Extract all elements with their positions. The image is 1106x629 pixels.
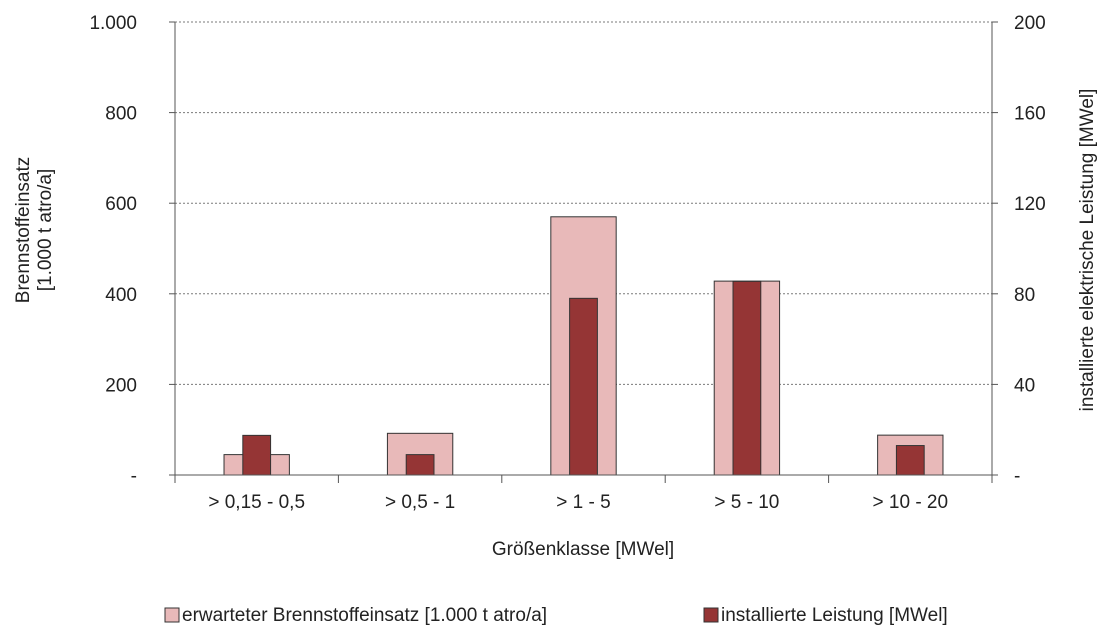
x-axis-tick-labels: > 0,15 - 0,5 > 0,5 - 1 > 1 - 5 > 5 - 10 > 10…	[208, 492, 948, 513]
gridlines	[175, 21, 992, 385]
legend: erwarteter Brennstoffeinsatz [1.000 t at…	[164, 605, 948, 626]
y2-axis-title: installierte elektrische Leistung [MWel]	[1077, 89, 1098, 412]
left-axis-tick-labels: - 200 400 600 800 1.000	[89, 13, 137, 487]
x-tick-label-0: > 0,15 - 0,5	[208, 492, 305, 513]
bar-installierte-leistung-3	[732, 280, 762, 476]
bar-installierte-leistung-0	[242, 434, 272, 476]
y-tick-label-1: 200	[105, 375, 137, 396]
axes	[169, 21, 998, 483]
y2-tick-label-3: 120	[1014, 194, 1046, 215]
y2-tick-label-5: 200	[1014, 13, 1046, 34]
y-tick-label-4: 800	[105, 104, 137, 125]
bar-installierte-leistung-4	[895, 445, 925, 476]
x-tick-label-2: > 1 - 5	[556, 492, 610, 513]
y2-tick-label-2: 80	[1014, 285, 1035, 306]
bar-installierte-leistung-2	[569, 297, 598, 476]
x-tick-label-1: > 0,5 - 1	[385, 492, 455, 513]
bars-installierte-leistung	[242, 280, 925, 476]
y-axis-title-line-2: [1.000 t atro/a]	[35, 169, 56, 292]
y2-tick-label-4: 160	[1014, 104, 1046, 125]
legend-label-installierte-leistung: installierte Leistung [MWel]	[721, 605, 948, 626]
legend-label-brennstoffeinsatz: erwarteter Brennstoffeinsatz [1.000 t at…	[182, 605, 547, 626]
x-tick-label-3: > 5 - 10	[714, 492, 779, 513]
x-tick-label-4: > 10 - 20	[873, 492, 949, 513]
right-axis-tick-labels: - 40 80 120 160 200	[1014, 13, 1046, 487]
y-tick-label-3: 600	[105, 194, 137, 215]
bar-installierte-leistung-1	[405, 454, 435, 476]
legend-swatch-brennstoffeinsatz	[164, 607, 180, 623]
y2-tick-label-1: 40	[1014, 375, 1035, 396]
y2-tick-label-0: -	[1014, 466, 1020, 487]
legend-swatch-installierte-leistung	[703, 607, 719, 623]
x-axis-title: Größenklasse [MWel]	[492, 539, 674, 560]
y-tick-label-5: 1.000	[89, 13, 137, 34]
y-tick-label-0: -	[131, 466, 137, 487]
y-tick-label-2: 400	[105, 285, 137, 306]
y-axis-title-line-1: Brennstoffeinsatz	[13, 157, 34, 303]
